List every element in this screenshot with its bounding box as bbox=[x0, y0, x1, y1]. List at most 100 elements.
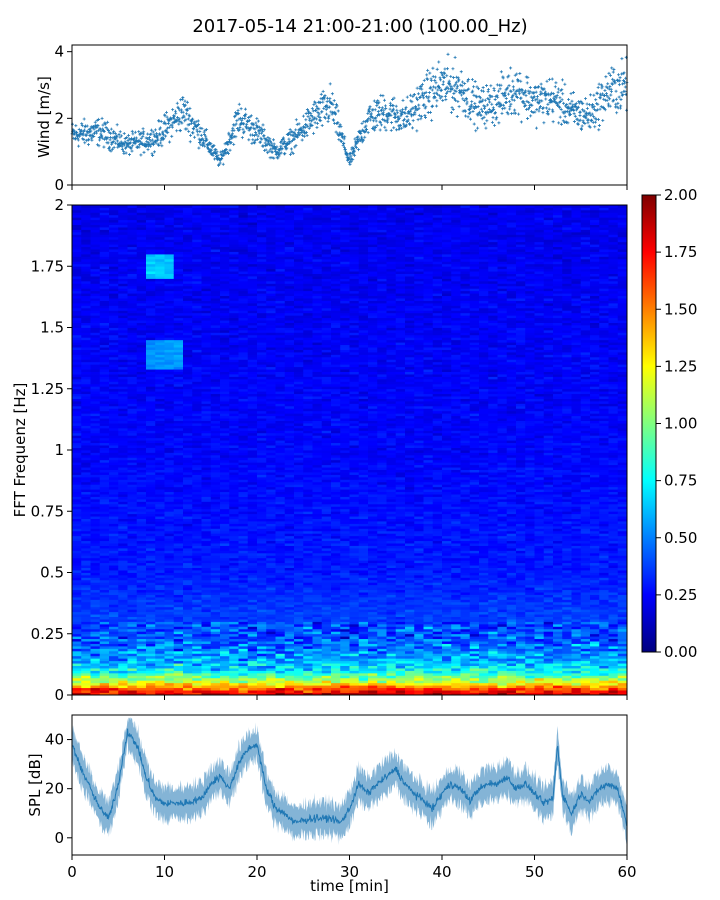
spectrogram-cell bbox=[90, 525, 101, 529]
spectrogram-cell bbox=[210, 484, 221, 488]
spectrogram-cell bbox=[90, 604, 101, 608]
wind-point bbox=[117, 133, 121, 137]
spectrogram-cell bbox=[136, 663, 147, 666]
spectrogram-cell bbox=[90, 300, 101, 304]
spectrogram-cell bbox=[201, 508, 212, 512]
spectrogram-cell bbox=[192, 577, 202, 581]
spectrogram-cell bbox=[192, 413, 202, 417]
spectrogram-cell bbox=[109, 530, 119, 534]
spectrogram-cell bbox=[127, 609, 138, 613]
spectrogram-cell bbox=[99, 408, 110, 412]
spectrogram-cell bbox=[201, 359, 212, 363]
spectrogram-cell bbox=[164, 501, 175, 505]
wind-point bbox=[156, 137, 160, 141]
spectrogram-cell bbox=[90, 621, 101, 625]
spectrogram-cell bbox=[146, 393, 156, 397]
spectrogram-cell bbox=[99, 646, 110, 649]
spectrogram-cell bbox=[183, 577, 193, 581]
spectrogram-cell bbox=[210, 403, 221, 407]
spectrogram-cell bbox=[192, 440, 202, 444]
spectrogram-cell bbox=[155, 224, 165, 228]
wind-point bbox=[124, 151, 128, 155]
spectrogram-cell bbox=[146, 347, 156, 350]
spectrogram-cell bbox=[99, 601, 110, 605]
spectrogram-cell bbox=[210, 550, 221, 554]
spectrogram-cell bbox=[118, 577, 128, 581]
spectrogram-cell bbox=[155, 432, 165, 436]
spectrogram-cell bbox=[136, 396, 147, 399]
spectrogram-cell bbox=[118, 254, 128, 257]
spectrogram-cell bbox=[155, 508, 165, 512]
spectrogram-cell bbox=[155, 675, 165, 679]
spectrogram-cell bbox=[127, 513, 138, 517]
spectrogram-cell bbox=[136, 209, 147, 213]
spectrogram-cell bbox=[155, 633, 165, 637]
spectrogram-cell bbox=[146, 437, 156, 441]
spectrogram-cell bbox=[183, 464, 193, 468]
spectrogram-cell bbox=[109, 293, 119, 297]
spectrogram-cell bbox=[192, 606, 202, 610]
spectrogram-cell bbox=[173, 320, 184, 323]
spectrogram-cell bbox=[183, 650, 193, 654]
spectrogram-cell bbox=[109, 668, 119, 671]
spectrogram-cell bbox=[136, 401, 147, 404]
spectrogram-cell bbox=[72, 650, 82, 654]
spectrogram-cell bbox=[210, 457, 221, 461]
spectrogram-cell bbox=[155, 599, 165, 603]
spectrogram-cell bbox=[118, 401, 128, 404]
spectrogram-cell bbox=[136, 535, 147, 539]
spectrogram-cell bbox=[127, 212, 138, 216]
spectrogram-cell bbox=[164, 450, 175, 453]
spectrogram-cell bbox=[90, 633, 101, 637]
spectrogram-cell bbox=[90, 631, 101, 635]
spectrogram-cell bbox=[109, 682, 119, 686]
spectrogram-cell bbox=[136, 437, 147, 441]
spectrogram-cell bbox=[136, 224, 147, 228]
spectrogram-cell bbox=[146, 685, 156, 689]
spectrogram-cell bbox=[72, 626, 82, 630]
spectrogram-cell bbox=[127, 663, 138, 666]
spectrogram-cell bbox=[109, 452, 119, 456]
wind-point bbox=[123, 143, 127, 147]
spectrogram-cell bbox=[155, 469, 165, 473]
spectrogram-cell bbox=[201, 312, 212, 316]
spectrogram-cell bbox=[72, 535, 82, 539]
spectrogram-cell bbox=[127, 675, 138, 679]
spectrogram-cell bbox=[146, 305, 156, 309]
spectrogram-cell bbox=[127, 349, 138, 353]
spectrogram-cell bbox=[81, 290, 91, 294]
spectrogram-cell bbox=[173, 356, 184, 360]
spectrogram-cell bbox=[81, 472, 91, 475]
wind-point bbox=[88, 127, 92, 131]
spectrogram-cell bbox=[164, 339, 175, 343]
spectrogram-cell bbox=[192, 587, 202, 591]
spectrogram-cell bbox=[99, 457, 110, 461]
spectrogram-cell bbox=[183, 528, 193, 532]
spectrogram-cell bbox=[155, 342, 165, 346]
spectrogram-cell bbox=[72, 212, 82, 216]
spectrogram-cell bbox=[146, 246, 156, 250]
spectrogram-cell bbox=[99, 636, 110, 640]
spectrogram-cell bbox=[192, 499, 202, 502]
spectrogram-cell bbox=[155, 420, 165, 424]
spectrogram-cell bbox=[99, 405, 110, 409]
spectrogram-cell bbox=[183, 474, 193, 478]
spectrogram-cell bbox=[192, 263, 202, 267]
spectrogram-cell bbox=[155, 609, 165, 613]
spectrogram-cell bbox=[127, 290, 138, 294]
spectrogram-cell bbox=[118, 611, 128, 615]
spectrogram-cell bbox=[118, 445, 128, 448]
spectrogram-cell bbox=[81, 445, 91, 448]
spectrogram-cell bbox=[136, 322, 147, 326]
spectrogram-cell bbox=[201, 452, 212, 456]
spectrogram-cell bbox=[164, 577, 175, 581]
spectrogram-cell bbox=[136, 543, 147, 546]
spectrogram-cell bbox=[155, 361, 165, 365]
spectrogram-cell bbox=[118, 579, 128, 583]
spectrogram-cell bbox=[210, 354, 221, 358]
spectrogram-cell bbox=[164, 525, 175, 529]
spectrogram-cell bbox=[136, 420, 147, 424]
spectrogram-cell bbox=[210, 359, 221, 363]
spectrogram-cell bbox=[81, 548, 91, 551]
spectrogram-cell bbox=[72, 604, 82, 608]
